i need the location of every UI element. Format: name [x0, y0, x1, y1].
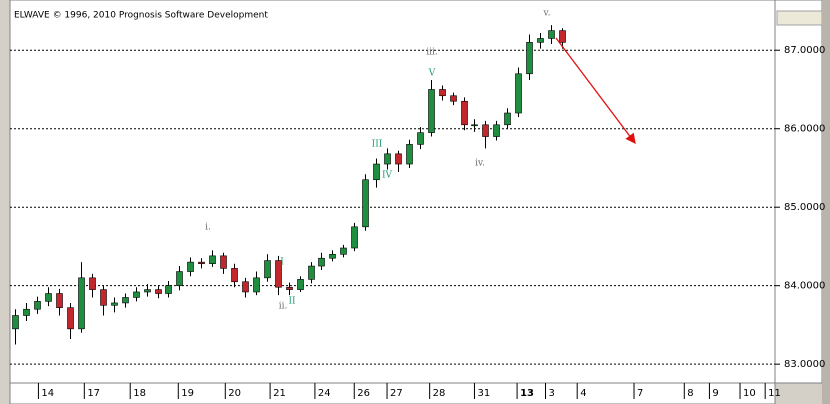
candle-body [384, 153, 391, 165]
wave-label: iii. [426, 48, 438, 58]
candle-body [526, 42, 533, 75]
wave-label: II [288, 297, 296, 307]
candle-body [417, 132, 424, 145]
y-tick-label: 86.0000 [784, 124, 825, 135]
x-tick-label: 21 [273, 388, 286, 399]
x-tick-label: 8 [687, 388, 693, 399]
candle-body [373, 163, 380, 181]
candle-body [264, 260, 271, 279]
x-tick-label: 10 [743, 388, 756, 399]
candle-body [286, 286, 293, 290]
candle-body [122, 297, 129, 304]
x-tick-label: 28 [433, 388, 446, 399]
candle-body [242, 281, 249, 293]
candle-body [187, 261, 194, 272]
x-tick-label: 19 [181, 388, 194, 399]
x-tick-label: 18 [133, 388, 146, 399]
projection-arrow [555, 37, 636, 145]
candle-body [155, 289, 162, 294]
x-tick-label: 31 [477, 388, 490, 399]
candle-body [111, 302, 118, 306]
candle-body [515, 73, 522, 114]
x-tick-label: 7 [637, 388, 643, 399]
candle-body [362, 179, 369, 228]
x-tick-label: 26 [357, 388, 370, 399]
candle-body [340, 247, 347, 255]
x-tick-label: 14 [41, 388, 54, 399]
x-tick-label: 3 [549, 388, 555, 399]
candle-body [176, 271, 183, 286]
candle-body [23, 308, 30, 316]
candle-body [297, 279, 304, 290]
candle-body [559, 30, 566, 43]
chart-title: ELWAVE © 1996, 2010 Prognosis Software D… [14, 11, 268, 21]
candle-body [406, 144, 413, 165]
wave-label: i. [205, 223, 211, 233]
candle-body [253, 277, 260, 293]
candle-body [537, 38, 544, 43]
wave-label: V [428, 69, 436, 79]
y-tick-label: 85.0000 [784, 202, 825, 213]
candle-body [450, 95, 457, 102]
plot-area [9, 0, 776, 384]
candle-body [100, 289, 107, 306]
candle-body [231, 268, 238, 283]
candle-body [329, 253, 336, 259]
candle-body [45, 293, 52, 302]
wave-label: ii. [279, 302, 288, 312]
scroll-box[interactable] [776, 10, 823, 26]
candle-body [275, 260, 282, 288]
candle-body [56, 293, 63, 308]
x-axis-area [9, 382, 776, 404]
y-tick-label: 84.0000 [784, 281, 825, 292]
candle-body [439, 89, 446, 97]
candle-body [133, 291, 140, 298]
candle-body [34, 301, 41, 310]
x-tick-label: 27 [390, 388, 403, 399]
x-tick-label: 4 [580, 388, 586, 399]
candle-body [504, 112, 511, 126]
scrollbar[interactable] [822, 0, 830, 404]
wave-label: iv. [475, 159, 485, 169]
wave-label: v. [543, 9, 551, 19]
x-tick-label: 20 [228, 388, 241, 399]
candle-body [89, 277, 96, 290]
wave-label: IV [382, 171, 393, 181]
y-axis-area [774, 0, 823, 384]
x-tick-label: 9 [712, 388, 718, 399]
candle-body [461, 100, 468, 126]
y-tick-label: 83.0000 [784, 359, 825, 370]
x-tick-label: 11 [768, 388, 781, 399]
x-tick-label: 13 [520, 388, 534, 399]
candle-body [471, 124, 478, 127]
candle-body [209, 255, 216, 265]
candle-body [144, 289, 151, 293]
candle-body [220, 255, 227, 269]
candle-body [395, 153, 402, 165]
candle-body [308, 265, 315, 280]
x-tick-label: 17 [87, 388, 100, 399]
candle-body [198, 261, 205, 265]
candle-body [78, 277, 85, 330]
candle-body [12, 315, 19, 330]
candle-body [493, 124, 500, 137]
x-tick-label: 24 [318, 388, 331, 399]
candle-body [165, 285, 172, 294]
candle-body [67, 307, 74, 330]
candle-body [318, 257, 325, 267]
candle-body [548, 30, 555, 39]
wave-label: III [372, 140, 383, 150]
candle-body [351, 226, 358, 249]
y-tick-label: 87.0000 [784, 45, 825, 56]
candle-body [428, 89, 435, 133]
candle-body [482, 124, 489, 137]
wave-label: I [280, 258, 284, 268]
